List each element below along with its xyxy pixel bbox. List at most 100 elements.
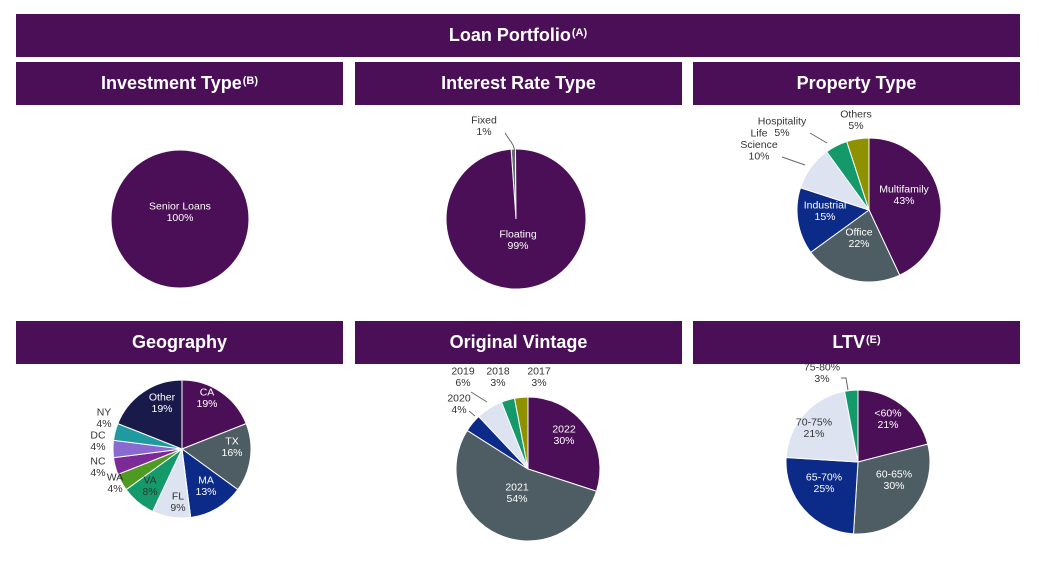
slice-name: Office <box>845 226 872 238</box>
slice-label-dc: DC 4% <box>90 429 106 453</box>
slice-value: 5% <box>774 127 789 139</box>
slice-label-life-science: Life Science 10% <box>740 128 778 163</box>
geography-banner: Geography <box>16 321 343 364</box>
slice-value: 3% <box>490 377 505 389</box>
slice-label-industrial: Industrial 15% <box>804 199 847 223</box>
slice-label-2022: 2022 30% <box>552 423 576 447</box>
slice-name: Industrial <box>804 199 847 211</box>
slice-label-65-70: 65-70% 25% <box>806 471 842 495</box>
slice-value: 22% <box>848 238 869 250</box>
slice-label-2020: 2020 4% <box>447 392 471 416</box>
pie-slice-65-70 <box>785 456 859 535</box>
slice-name: Senior Loans <box>149 200 211 212</box>
slice-label-wa: WA 4% <box>107 471 124 495</box>
slice-value: 100% <box>167 212 194 224</box>
slice-label-ca: CA 19% <box>196 386 217 410</box>
slice-name: NC <box>90 455 106 467</box>
slice-value: 30% <box>553 435 574 447</box>
pie-slice-senior-loans <box>110 149 250 289</box>
slice-name: 2018 <box>486 365 510 377</box>
slice-name: Life <box>751 128 768 140</box>
slice-value: 21% <box>803 428 824 440</box>
slice-value: 19% <box>151 403 172 415</box>
slice-label-fixed: Fixed 1% <box>471 114 497 138</box>
slice-name: DC <box>90 429 106 441</box>
slice-name: 2022 <box>552 423 576 435</box>
chart-title: Geography <box>131 332 228 352</box>
slice-label-va: VA 8% <box>142 474 157 498</box>
slice-label-nc: NC 4% <box>90 455 106 479</box>
slice-value: 19% <box>196 398 217 410</box>
original-vintage-pie: 2022 30%2021 54%2020 4%2019 6%2018 3%2017 3% <box>447 365 601 542</box>
slice-value: 3% <box>531 377 546 389</box>
slice-name: CA <box>200 386 215 398</box>
chart-title: Original Vintage <box>449 332 588 352</box>
pie-slice-60-65 <box>852 443 931 535</box>
property-type-banner: Property Type <box>693 62 1020 105</box>
chart-title-sup: (B) <box>242 74 258 87</box>
pie-slice-others <box>846 137 870 211</box>
slice-label-senior-loans: Senior Loans 100% <box>149 200 211 224</box>
slice-name: 75-80% <box>804 361 840 373</box>
slice-value: 99% <box>507 240 528 252</box>
slice-label-fl: FL 9% <box>170 490 185 514</box>
slice-value: 4% <box>90 467 105 479</box>
ltv-banner: LTV (E) <box>693 321 1020 364</box>
slice-name: Others <box>840 108 872 120</box>
slice-name: Fixed <box>471 114 497 126</box>
pie-slice-tx <box>180 422 252 491</box>
chart-title: LTV <box>832 332 865 352</box>
slice-value: 21% <box>877 419 898 431</box>
slice-value: 4% <box>90 441 105 453</box>
slice-name: 60-65% <box>876 468 912 480</box>
slice-value: 15% <box>814 211 835 223</box>
geography-pie: CA 19%TX 16%MA 13%FL 9%VA 8%WA 4%NC 4%DC 4%NY 4%O… <box>90 379 252 519</box>
slice-label-floating: Floating 99% <box>499 228 537 252</box>
pie-slice-floating <box>445 148 587 290</box>
slice-name: Multifamily <box>879 183 929 195</box>
slice-value: 25% <box>813 483 834 495</box>
slice-name: Science <box>740 139 778 151</box>
investment-type-pie: Senior Loans 100% <box>110 149 250 289</box>
pie-slice-2022 <box>527 396 601 492</box>
slice-label-60: <60% 21% <box>874 407 901 431</box>
chart-title: Investment Type <box>101 73 242 93</box>
slice-value: 4% <box>107 483 122 495</box>
pie-slice-other <box>117 379 183 450</box>
slice-value: 6% <box>455 377 470 389</box>
pie-slice-industrial <box>796 187 871 254</box>
slice-name: Hospitality <box>758 115 807 127</box>
pie-slice-ma <box>181 447 239 519</box>
slice-value: 13% <box>195 486 216 498</box>
slice-value: 30% <box>883 480 904 492</box>
slice-value: 5% <box>848 120 863 132</box>
slice-label-others: Others 5% <box>840 108 872 132</box>
slice-name: 65-70% <box>806 471 842 483</box>
slice-name: <60% <box>874 407 901 419</box>
slice-name: FL <box>172 490 184 502</box>
pie-slice-office <box>810 209 901 283</box>
original-vintage-banner: Original Vintage <box>355 321 682 364</box>
ltv-pie: <60% 21%60-65% 30%65-70% 25%70-75% 21%75-80%… <box>785 361 931 535</box>
page-title-sup: (A) <box>571 26 588 39</box>
slice-label-70-75: 70-75% 21% <box>796 416 832 440</box>
slice-value: 10% <box>748 151 769 163</box>
pie-slice-2021 <box>455 429 598 542</box>
slice-value: 54% <box>506 493 527 505</box>
slice-label-ny: NY 4% <box>96 406 111 430</box>
slice-name: 70-75% <box>796 416 832 428</box>
slice-label-75-80: 75-80% 3% <box>804 361 840 385</box>
leader-line <box>468 410 476 417</box>
slice-value: 43% <box>893 195 914 207</box>
slice-label-2021: 2021 54% <box>505 481 529 505</box>
slice-value: 4% <box>451 404 466 416</box>
pie-slice-2017 <box>513 396 529 470</box>
slice-label-2017: 2017 3% <box>527 365 551 389</box>
investment-type-banner: Investment Type (B) <box>16 62 343 105</box>
loan-portfolio-banner: Loan Portfolio (A) <box>16 14 1020 57</box>
pie-slice-ca <box>181 379 247 450</box>
chart-title: Interest Rate Type <box>441 73 596 93</box>
pie-slice-multifamily <box>868 137 942 276</box>
interest-rate-type-banner: Interest Rate Type <box>355 62 682 105</box>
slice-label-2019: 2019 6% <box>451 365 475 389</box>
